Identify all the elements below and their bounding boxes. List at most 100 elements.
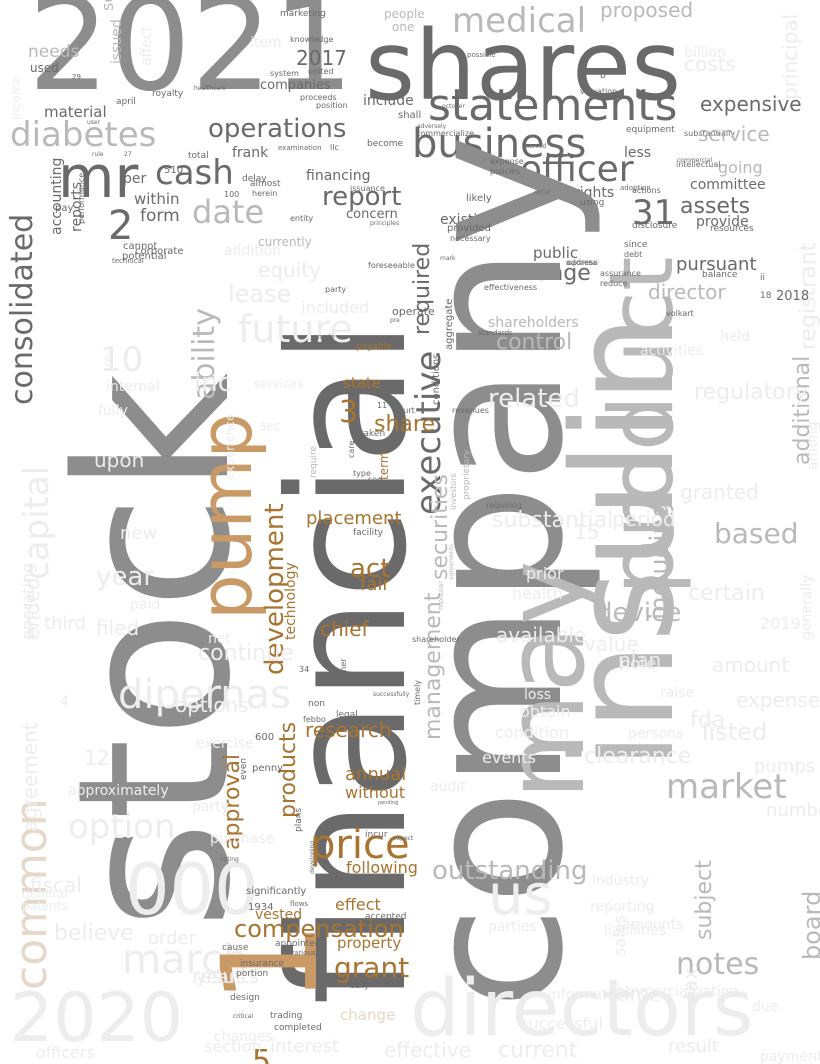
word: mark	[440, 255, 456, 262]
word: generally	[799, 574, 815, 640]
word: april	[116, 97, 136, 107]
word: equity	[258, 258, 321, 282]
word: using	[580, 198, 605, 208]
word: third	[44, 613, 86, 634]
word: report	[322, 182, 402, 212]
word: resources	[710, 224, 754, 234]
word: 5	[252, 1044, 272, 1064]
word: prior	[526, 564, 564, 583]
word: assurance	[600, 269, 641, 278]
word: either	[339, 658, 348, 682]
word: appointed	[275, 939, 321, 949]
word: billion	[684, 45, 726, 61]
word: period	[612, 507, 676, 531]
word: amount	[712, 653, 790, 677]
word: certain	[688, 581, 765, 606]
word: policies	[490, 167, 521, 176]
word: issued	[109, 19, 125, 64]
word: balance	[702, 270, 738, 280]
word: 2021	[28, 0, 354, 120]
word: proceeds	[300, 93, 337, 102]
word: section	[204, 1037, 262, 1056]
word: performance	[77, 172, 86, 224]
word: believe	[54, 921, 134, 946]
word: commercial	[677, 157, 712, 164]
word: liabilities	[604, 923, 667, 939]
word: within	[134, 190, 180, 208]
word: board	[798, 890, 820, 960]
word: 15	[574, 520, 600, 544]
word: party	[325, 285, 347, 294]
word: result	[668, 1036, 719, 1057]
word: addition	[224, 243, 282, 259]
word: income	[9, 76, 23, 120]
word: significantly	[246, 886, 307, 897]
word: notes	[676, 947, 760, 982]
word: costs	[684, 52, 736, 76]
word: services	[254, 377, 304, 391]
word: daily	[350, 981, 370, 990]
word: b	[600, 71, 606, 81]
word: effective	[384, 1038, 471, 1062]
word: exchange	[484, 261, 591, 286]
word: principal	[778, 13, 802, 100]
word: become	[367, 139, 404, 149]
word: mr	[58, 143, 139, 211]
word: date	[192, 193, 265, 231]
word: annual	[345, 764, 407, 785]
word: febbo	[303, 715, 326, 724]
word: require	[309, 446, 319, 478]
word: operate	[392, 305, 435, 318]
word: time	[616, 982, 662, 1006]
word: business	[412, 121, 587, 167]
word: 18	[760, 291, 772, 301]
word: aggregate	[444, 298, 455, 350]
word: potential	[122, 251, 167, 262]
word: agreement	[18, 722, 42, 832]
word: fully	[98, 403, 128, 419]
word: concern	[346, 207, 398, 222]
word: marketing	[280, 9, 326, 19]
word: existing	[440, 212, 495, 228]
word: research	[305, 718, 392, 742]
word: exercise	[196, 736, 254, 752]
word: effect	[335, 895, 381, 914]
word: raise	[660, 685, 695, 701]
word: paid	[130, 597, 161, 613]
word: provided	[447, 223, 491, 234]
word: shall	[398, 110, 422, 121]
word: expensive	[700, 92, 802, 116]
word: placement	[306, 508, 402, 529]
word: entity	[290, 214, 314, 223]
word: technology	[283, 562, 299, 640]
word: total	[188, 151, 209, 161]
word: incur	[365, 830, 388, 840]
word: accounting	[49, 157, 65, 235]
word: officer	[520, 149, 634, 190]
word: needs	[28, 42, 80, 62]
word: device	[596, 598, 682, 628]
word: successfully	[373, 691, 410, 698]
word: change	[340, 1006, 396, 1024]
word: flows	[290, 900, 309, 908]
word: royalty	[152, 89, 184, 99]
word: volkart	[666, 309, 694, 318]
word: condition	[495, 723, 569, 742]
word: october	[442, 103, 465, 110]
word: market	[666, 767, 787, 807]
word: parties	[488, 919, 537, 935]
word: successful	[520, 1014, 603, 1033]
word: granted	[680, 480, 759, 504]
word: one	[392, 20, 415, 34]
word: expect	[393, 835, 414, 842]
word: note	[620, 654, 657, 673]
word: developing	[309, 840, 316, 874]
word: regulatory	[694, 380, 808, 405]
word: non	[308, 699, 325, 709]
word: modular	[437, 580, 445, 610]
word: changes	[214, 1029, 273, 1045]
word: service	[698, 122, 770, 146]
word: upon	[94, 448, 145, 472]
word: financing	[306, 168, 371, 184]
word: 510	[164, 165, 184, 176]
